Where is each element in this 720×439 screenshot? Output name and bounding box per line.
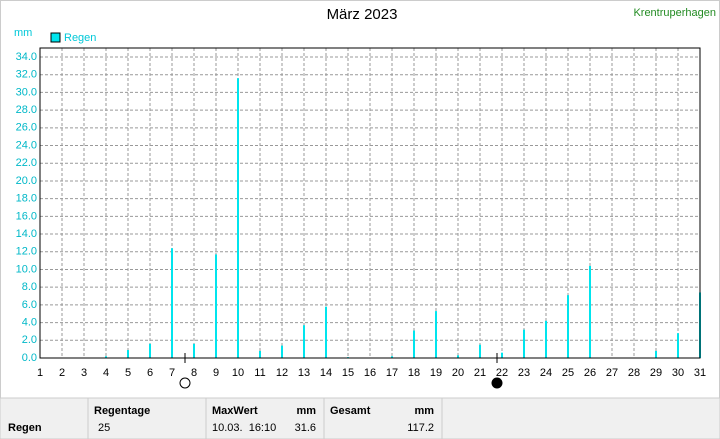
x-tick-label: 12 bbox=[276, 367, 288, 379]
y-tick-label: 32.0 bbox=[16, 69, 37, 81]
unit: mm bbox=[296, 405, 316, 417]
y-unit: mm bbox=[14, 27, 32, 39]
y-tick-label: 4.0 bbox=[22, 316, 37, 328]
bar bbox=[391, 356, 393, 358]
x-tick-label: 19 bbox=[430, 367, 442, 379]
bar bbox=[237, 78, 239, 358]
bar bbox=[589, 265, 591, 358]
y-tick-label: 20.0 bbox=[16, 175, 37, 187]
header: MaxWert bbox=[212, 405, 258, 417]
x-tick-label: 29 bbox=[650, 367, 662, 379]
x-tick-label: 24 bbox=[540, 367, 552, 379]
y-tick-label: 22.0 bbox=[16, 157, 37, 169]
x-tick-label: 3 bbox=[81, 367, 87, 379]
x-tick-label: 13 bbox=[298, 367, 310, 379]
y-tick-label: 30.0 bbox=[16, 86, 37, 98]
x-tick-label: 27 bbox=[606, 367, 618, 379]
y-tick-label: 14.0 bbox=[16, 228, 37, 240]
x-tick-label: 21 bbox=[474, 367, 486, 379]
summary-band bbox=[0, 397, 720, 439]
bar bbox=[303, 325, 305, 358]
full-moon bbox=[179, 377, 191, 389]
y-tick-label: 24.0 bbox=[16, 139, 37, 151]
legend-label: Regen bbox=[64, 32, 96, 44]
x-tick-label: 28 bbox=[628, 367, 640, 379]
cell: 117.2 bbox=[407, 422, 434, 434]
plot-border bbox=[39, 47, 701, 359]
y-tick-label: 18.0 bbox=[16, 193, 37, 205]
bar bbox=[149, 343, 151, 358]
bar bbox=[677, 333, 679, 358]
cell: 10.03. 16:10 bbox=[212, 422, 276, 434]
x-tick-label: 1 bbox=[37, 367, 43, 379]
x-tick-label: 18 bbox=[408, 367, 420, 379]
x-tick-label: 2 bbox=[59, 367, 65, 379]
header: Regentage bbox=[94, 405, 150, 417]
x-tick-label: 9 bbox=[213, 367, 219, 379]
chart-title: März 2023 bbox=[327, 6, 398, 23]
row-label: Regen bbox=[8, 422, 42, 434]
x-tick-label: 31 bbox=[694, 367, 706, 379]
x-tick-label: 22 bbox=[496, 367, 508, 379]
x-tick-label: 26 bbox=[584, 367, 596, 379]
y-tick-label: 10.0 bbox=[16, 263, 37, 275]
y-tick-label: 12.0 bbox=[16, 246, 37, 258]
y-tick-label: 16.0 bbox=[16, 210, 37, 222]
bar bbox=[413, 330, 415, 358]
bar bbox=[435, 311, 437, 358]
bar bbox=[457, 355, 459, 358]
y-tick-label: 26.0 bbox=[16, 122, 37, 134]
y-tick-label: 6.0 bbox=[22, 299, 37, 311]
bar bbox=[325, 306, 327, 358]
x-tick-label: 11 bbox=[254, 367, 265, 379]
new-moon bbox=[491, 377, 503, 389]
bar bbox=[655, 350, 657, 358]
cell: 25 bbox=[98, 422, 110, 434]
bar bbox=[523, 329, 525, 358]
bar bbox=[127, 350, 129, 358]
x-tick-label: 5 bbox=[125, 367, 131, 379]
x-tick-label: 7 bbox=[169, 367, 175, 379]
bar bbox=[259, 350, 261, 358]
bar bbox=[171, 248, 173, 358]
bar bbox=[567, 295, 569, 358]
unit: mm bbox=[414, 405, 434, 417]
bar bbox=[545, 320, 547, 358]
station: Krentruperhagen bbox=[633, 7, 716, 19]
x-tick-label: 10 bbox=[232, 367, 244, 379]
x-tick-label: 14 bbox=[320, 367, 332, 379]
y-tick-label: 28.0 bbox=[16, 104, 37, 116]
x-tick-label: 4 bbox=[103, 367, 109, 379]
bar bbox=[193, 343, 195, 358]
x-tick-label: 6 bbox=[147, 367, 153, 379]
y-tick-label: 34.0 bbox=[16, 51, 37, 63]
x-tick-label: 30 bbox=[672, 367, 684, 379]
x-tick-label: 15 bbox=[342, 367, 354, 379]
header: Gesamt bbox=[330, 405, 371, 417]
x-tick-label: 20 bbox=[452, 367, 464, 379]
bar bbox=[215, 254, 217, 358]
x-tick-label: 23 bbox=[518, 367, 530, 379]
cell: 31.6 bbox=[295, 422, 316, 434]
y-tick-label: 8.0 bbox=[22, 281, 37, 293]
y-tick-label: 0.0 bbox=[22, 352, 37, 364]
bar bbox=[501, 352, 503, 358]
x-tick-label: 25 bbox=[562, 367, 574, 379]
bar bbox=[479, 344, 481, 358]
x-tick-label: 8 bbox=[191, 367, 197, 379]
x-tick-label: 17 bbox=[386, 367, 398, 379]
x-tick-label: 16 bbox=[364, 367, 376, 379]
y-tick-label: 2.0 bbox=[22, 334, 37, 346]
bar bbox=[281, 345, 283, 358]
legend-swatch bbox=[50, 32, 61, 43]
bar bbox=[105, 356, 107, 358]
